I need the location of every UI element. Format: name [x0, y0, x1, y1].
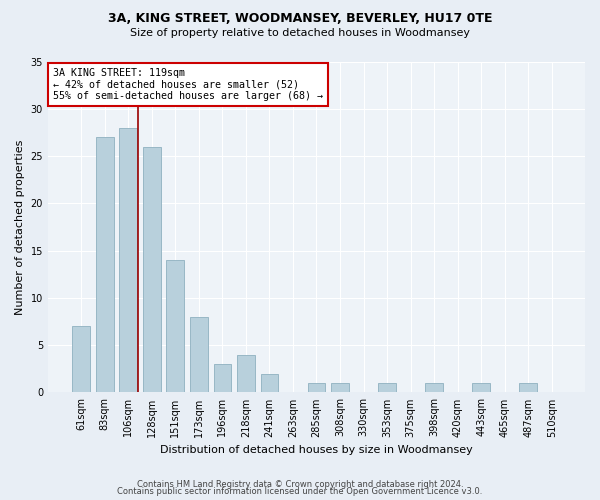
Text: 3A KING STREET: 119sqm
← 42% of detached houses are smaller (52)
55% of semi-det: 3A KING STREET: 119sqm ← 42% of detached…	[53, 68, 323, 102]
Text: 3A, KING STREET, WOODMANSEY, BEVERLEY, HU17 0TE: 3A, KING STREET, WOODMANSEY, BEVERLEY, H…	[108, 12, 492, 26]
Bar	[143, 146, 161, 392]
Y-axis label: Number of detached properties: Number of detached properties	[15, 140, 25, 314]
Bar	[331, 383, 349, 392]
Bar	[472, 383, 490, 392]
Text: Contains public sector information licensed under the Open Government Licence v3: Contains public sector information licen…	[118, 487, 482, 496]
Bar	[520, 383, 537, 392]
Bar	[378, 383, 396, 392]
Bar	[96, 137, 113, 392]
Bar	[166, 260, 184, 392]
Bar	[119, 128, 137, 392]
Bar	[237, 354, 254, 393]
Text: Size of property relative to detached houses in Woodmansey: Size of property relative to detached ho…	[130, 28, 470, 38]
Bar	[73, 326, 90, 392]
Bar	[260, 374, 278, 392]
Text: Contains HM Land Registry data © Crown copyright and database right 2024.: Contains HM Land Registry data © Crown c…	[137, 480, 463, 489]
Bar	[190, 317, 208, 392]
Bar	[308, 383, 325, 392]
Bar	[425, 383, 443, 392]
Bar	[214, 364, 231, 392]
X-axis label: Distribution of detached houses by size in Woodmansey: Distribution of detached houses by size …	[160, 445, 473, 455]
